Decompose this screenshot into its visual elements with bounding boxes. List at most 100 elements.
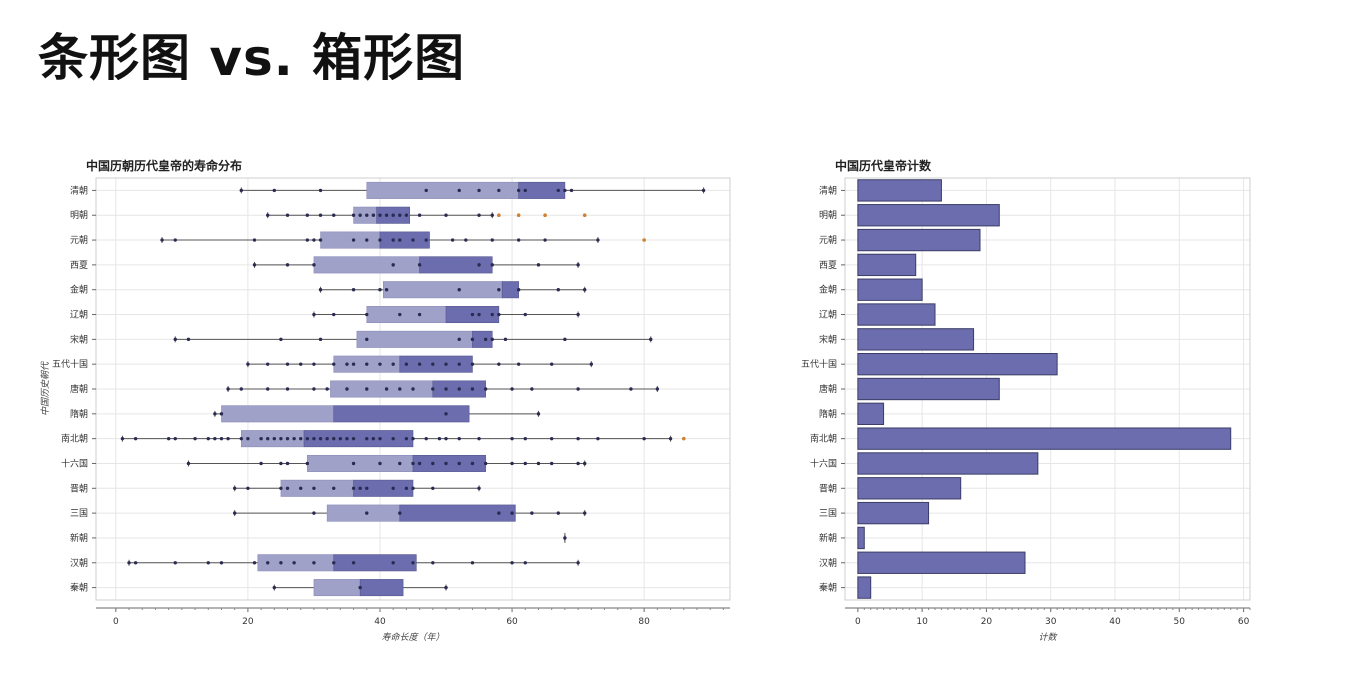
data-point [173, 238, 177, 242]
box-金朝 [318, 281, 587, 299]
data-point [312, 561, 316, 565]
data-point [246, 362, 250, 366]
data-point [305, 436, 310, 441]
data-point [186, 461, 191, 466]
data-point [523, 436, 527, 441]
y-tick-label: 秦朝 [819, 582, 837, 594]
data-point [583, 511, 587, 515]
data-point [285, 461, 290, 466]
data-point [371, 213, 376, 217]
data-point [536, 263, 541, 267]
data-point [563, 337, 567, 342]
data-point [279, 461, 283, 466]
data-point [530, 387, 534, 391]
data-point [576, 561, 580, 565]
x-tick-label: 60 [506, 617, 518, 627]
data-point [378, 362, 382, 366]
chart-barchart: 中国历代皇帝计数清朝明朝元朝西夏金朝辽朝宋朝五代十国唐朝隋朝南北朝十六国晋朝三国… [801, 158, 1251, 643]
data-point [226, 387, 230, 391]
data-point [312, 238, 316, 242]
data-point [332, 312, 336, 317]
data-point [391, 561, 395, 565]
box-upper [501, 281, 519, 299]
data-point [411, 461, 415, 466]
data-point [431, 486, 435, 490]
data-point [523, 461, 527, 466]
data-point [543, 238, 547, 242]
data-point [457, 461, 461, 466]
x-tick-label: 50 [1174, 617, 1186, 627]
data-point [536, 461, 541, 466]
data-point [305, 213, 310, 217]
data-point [292, 436, 296, 441]
y-tick-label: 隋朝 [70, 408, 88, 420]
box-upper [412, 454, 486, 472]
outlier-point [497, 213, 501, 218]
data-point [497, 312, 501, 317]
data-point [549, 461, 554, 466]
bar-三国 [857, 501, 930, 525]
data-point [351, 288, 356, 292]
data-point [272, 188, 277, 193]
data-point [206, 561, 210, 565]
data-point [312, 511, 316, 515]
data-point [332, 362, 336, 366]
data-point [457, 188, 461, 193]
box-lower [366, 306, 447, 324]
data-point [483, 337, 488, 342]
bar-五代十国 [857, 353, 1058, 376]
data-point [563, 188, 567, 193]
data-point [378, 436, 382, 441]
data-point [629, 387, 633, 391]
data-point [391, 436, 395, 441]
data-point [120, 436, 125, 441]
box-lower [382, 281, 503, 299]
data-point [483, 387, 488, 391]
data-point [325, 387, 329, 391]
box-十六国 [186, 454, 587, 472]
box-汉朝 [127, 554, 580, 572]
data-point [668, 436, 673, 441]
data-point [358, 486, 362, 490]
box-upper [353, 479, 414, 497]
data-point [285, 436, 290, 441]
data-point [477, 188, 481, 193]
x-tick-label: 0 [113, 617, 119, 627]
data-point [701, 188, 706, 193]
data-point [365, 436, 369, 441]
data-point [576, 387, 580, 391]
box-lower [313, 256, 420, 274]
data-point [318, 188, 323, 193]
bar-明朝 [857, 204, 1000, 227]
bar-新朝 [857, 526, 865, 550]
data-point [556, 511, 560, 515]
data-point [384, 387, 389, 391]
data-point [206, 436, 210, 441]
data-point [127, 561, 131, 565]
data-point [424, 436, 428, 441]
data-point [358, 213, 362, 217]
y-tick-label: 明朝 [70, 210, 88, 221]
data-point [497, 362, 501, 366]
data-point [530, 511, 534, 515]
data-point [279, 436, 283, 441]
data-point [246, 436, 250, 441]
data-point [299, 436, 303, 441]
data-point [365, 238, 369, 242]
data-point [266, 213, 270, 217]
data-point [186, 337, 191, 342]
box-宋朝 [173, 330, 653, 348]
data-point [576, 312, 580, 317]
data-point [510, 561, 514, 565]
y-tick-label: 新朝 [70, 532, 88, 544]
data-point [259, 461, 263, 466]
data-point [497, 511, 501, 515]
data-point [219, 412, 224, 416]
bar-晋朝 [857, 477, 962, 500]
data-point [279, 486, 283, 490]
data-point [477, 486, 481, 490]
data-point [332, 486, 336, 490]
data-point [173, 337, 177, 342]
bar-秦朝 [857, 576, 872, 599]
